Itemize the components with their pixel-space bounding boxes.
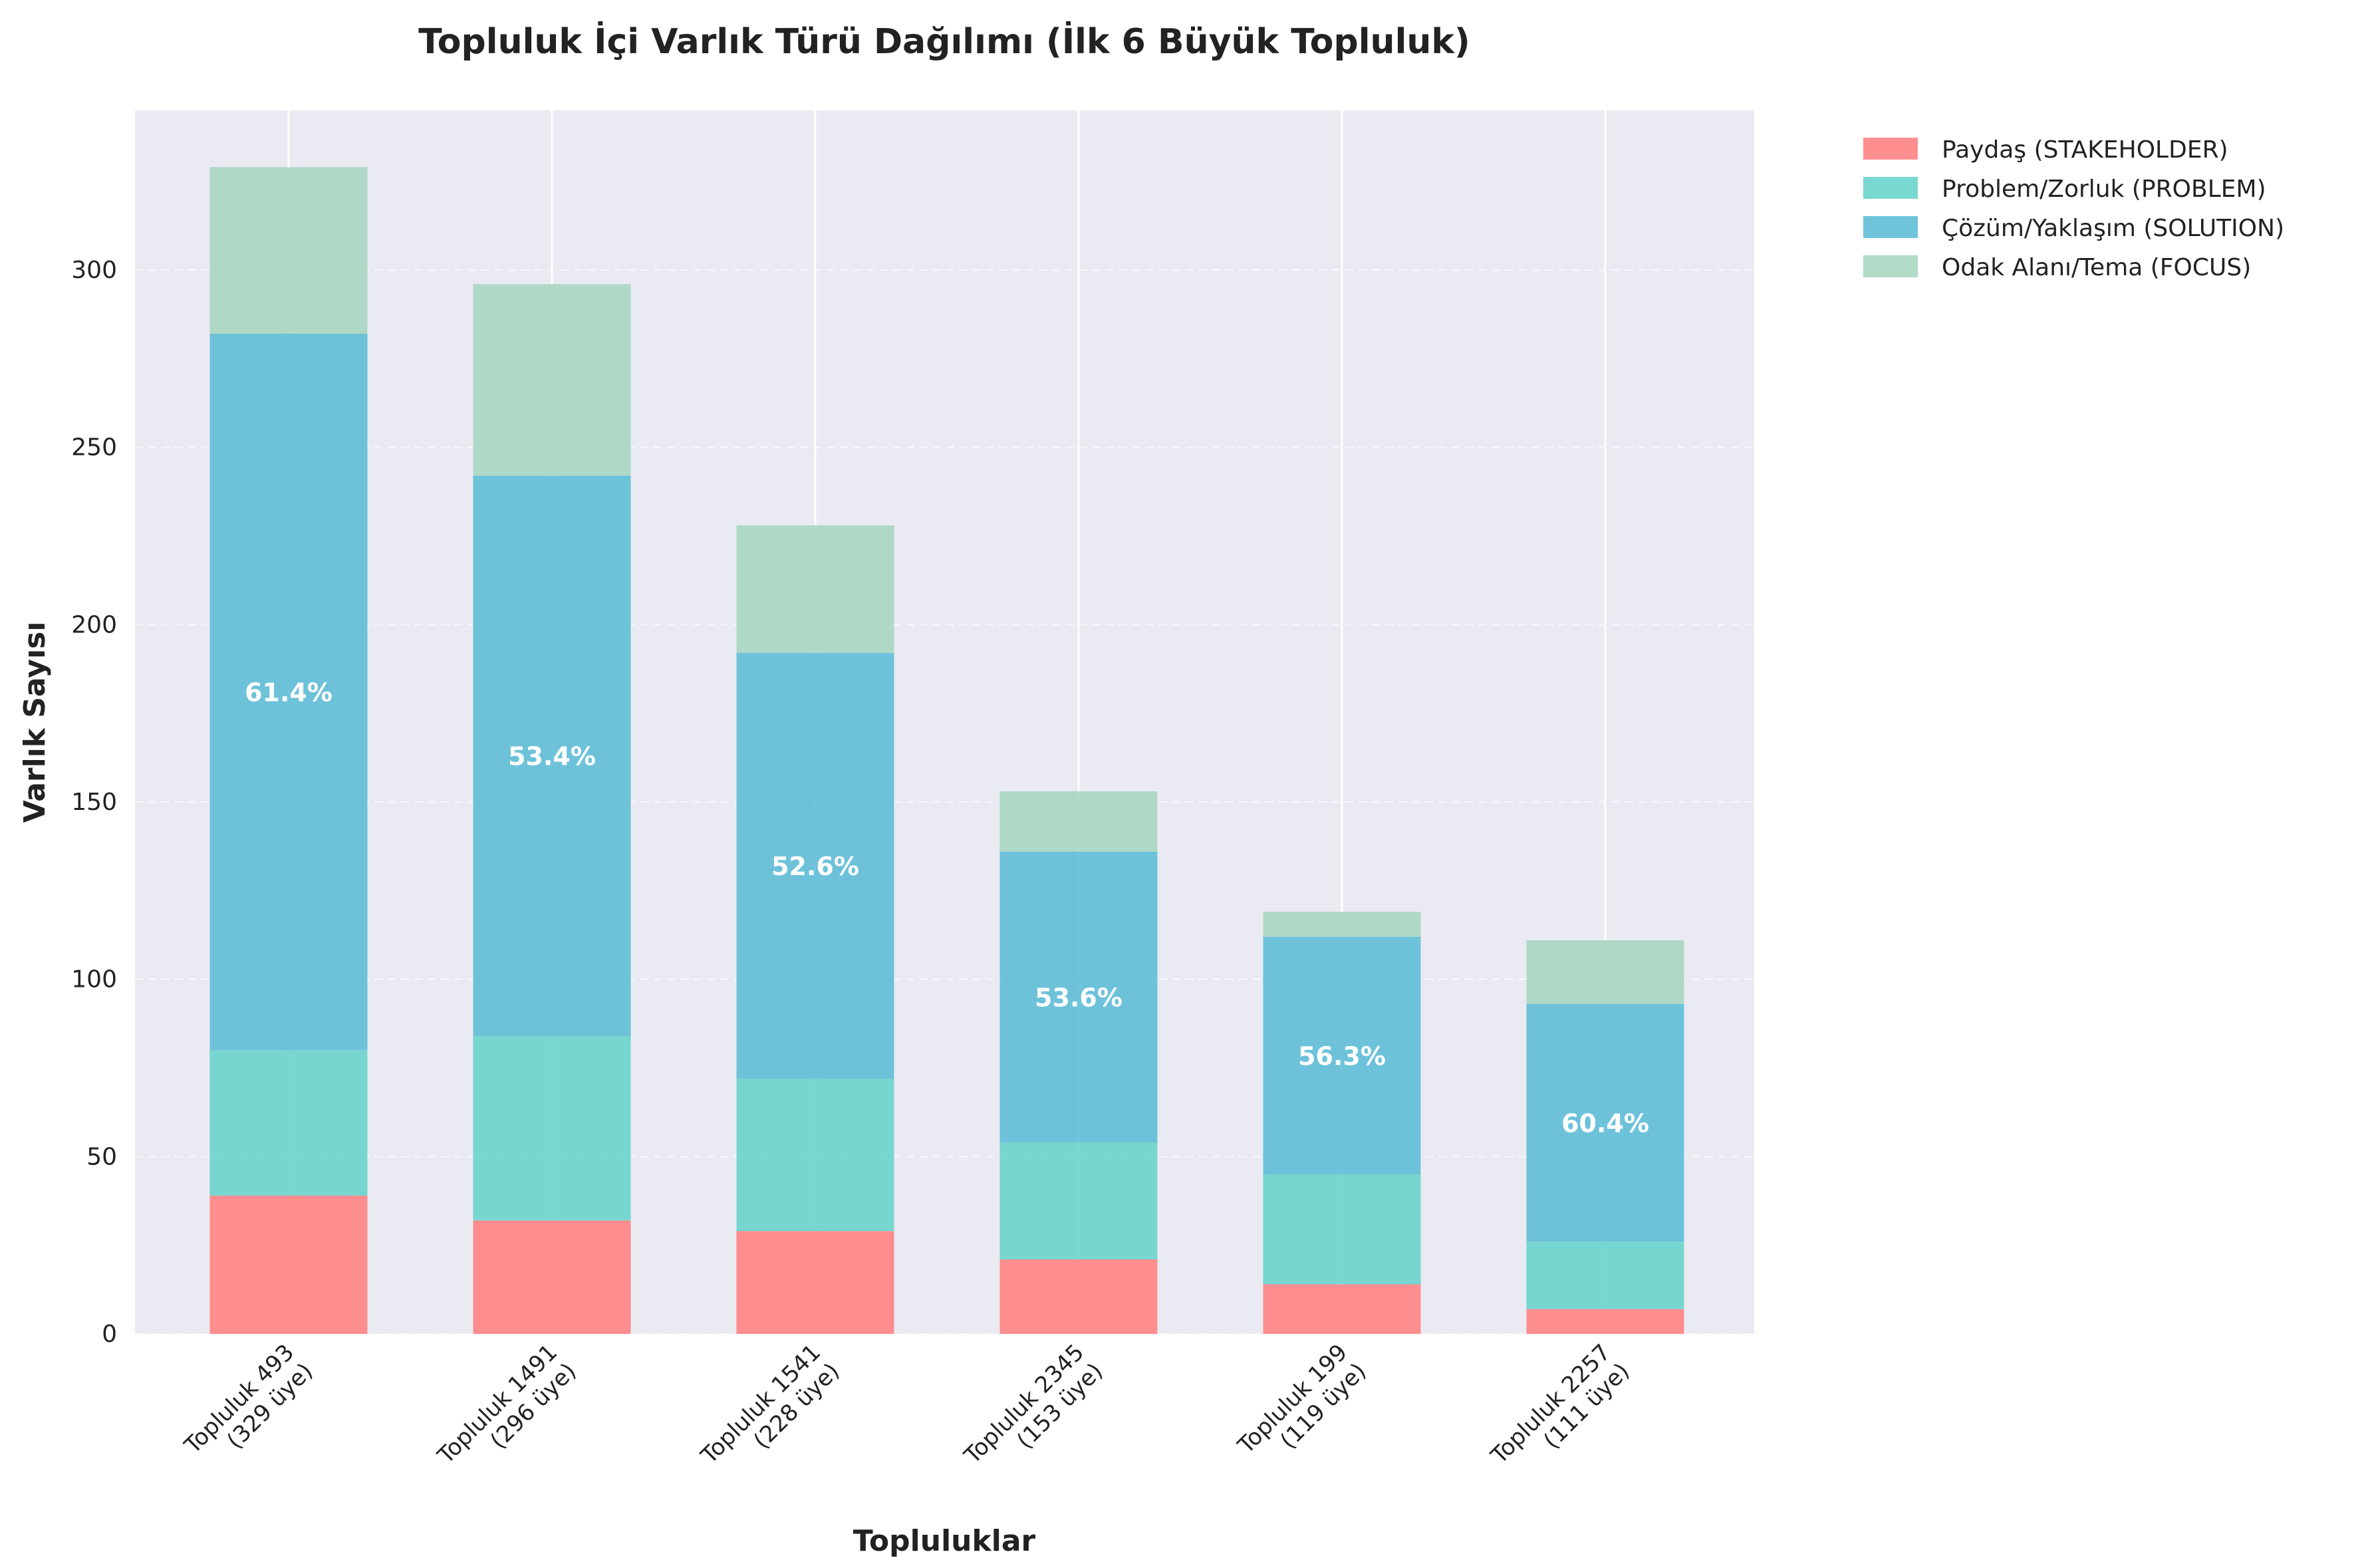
legend-swatch <box>1863 255 1918 277</box>
percentage-labels: 61.4% 53.4% 52.6% 53.6% 56.3% 60.4% <box>245 678 1649 1138</box>
plot-area <box>135 110 1754 1334</box>
legend-swatch <box>1863 216 1918 238</box>
bar-segment-2-1 <box>209 1050 368 1196</box>
legend-label: Odak Alanı/Tema (FOCUS) <box>1942 254 2251 281</box>
y-tick-label: 200 <box>71 611 117 638</box>
bar-segment-2-3 <box>736 1079 894 1232</box>
bar-segment-3-3 <box>736 653 894 1079</box>
bar-segment-1-4 <box>999 1259 1158 1334</box>
bar-segment-3-1 <box>209 334 368 1051</box>
bar-segment-4-6 <box>1526 940 1684 1004</box>
legend-swatch <box>1863 138 1918 160</box>
bar-segment-1-5 <box>1263 1284 1421 1334</box>
percentage-label: 52.6% <box>771 852 859 881</box>
y-tick-label: 0 <box>102 1321 117 1348</box>
percentage-label: 53.6% <box>1035 983 1122 1012</box>
y-tick-label: 300 <box>71 257 117 284</box>
legend: Paydaş (STAKEHOLDER) Problem/Zorluk (PROB… <box>1863 136 2284 281</box>
bar-segment-4-2 <box>473 284 631 476</box>
legend-label: Problem/Zorluk (PROBLEM) <box>1942 176 2266 203</box>
bar-segment-4-1 <box>209 167 368 334</box>
y-tick-label: 250 <box>71 434 117 461</box>
bar-segment-2-2 <box>473 1036 631 1221</box>
y-tick-label: 50 <box>86 1143 117 1170</box>
bar-segment-1-1 <box>209 1196 368 1334</box>
bar-segment-1-3 <box>736 1231 894 1334</box>
bar-segment-1-6 <box>1526 1309 1684 1334</box>
percentage-label: 56.3% <box>1298 1041 1386 1071</box>
y-tick-label: 100 <box>71 966 117 993</box>
y-axis-label: Varlık Sayısı <box>18 622 52 823</box>
legend-swatch <box>1863 177 1918 199</box>
chart-title: Topluluk İçi Varlık Türü Dağılımı (İlk 6… <box>418 21 1470 62</box>
bar-segment-4-3 <box>736 525 894 653</box>
percentage-label: 53.4% <box>508 742 596 771</box>
bar-segment-2-6 <box>1526 1241 1684 1309</box>
bar-segment-3-6 <box>1526 1004 1684 1242</box>
bar-segment-3-4 <box>999 851 1158 1142</box>
legend-label: Çözüm/Yaklaşım (SOLUTION) <box>1942 215 2284 242</box>
bar-segment-4-5 <box>1263 912 1421 937</box>
legend-label: Paydaş (STAKEHOLDER) <box>1942 136 2228 164</box>
bar-segment-2-5 <box>1263 1174 1421 1285</box>
bar-segment-3-5 <box>1263 936 1421 1174</box>
x-axis-label: Topluluklar <box>853 1524 1036 1558</box>
percentage-label: 60.4% <box>1561 1109 1649 1138</box>
y-tick-label: 150 <box>71 789 117 816</box>
bar-segment-2-4 <box>999 1142 1158 1259</box>
bar-segment-1-2 <box>473 1220 631 1334</box>
percentage-label: 61.4% <box>245 678 332 708</box>
y-tick-labels: 0 50 100 150 200 250 300 <box>71 257 117 1348</box>
bar-segment-4-4 <box>999 791 1158 852</box>
bars <box>209 167 1684 1334</box>
bar-segment-3-2 <box>473 475 631 1036</box>
